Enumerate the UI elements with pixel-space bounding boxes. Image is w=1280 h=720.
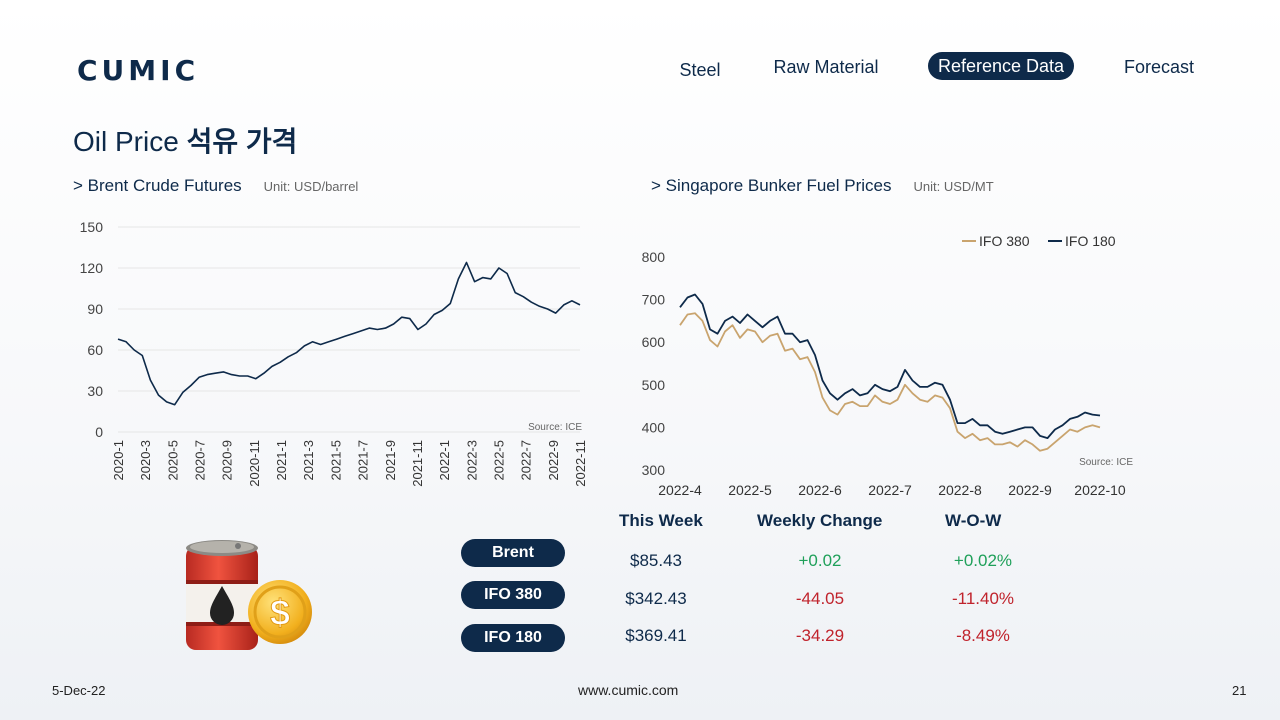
x-tick-label: 2022-8 xyxy=(938,482,982,498)
nav-reference-data[interactable]: Reference Data xyxy=(928,52,1074,80)
y-tick-label: 150 xyxy=(80,219,104,235)
ifo180-change: -34.29 xyxy=(795,626,845,645)
y-tick-label: 700 xyxy=(642,292,666,308)
cumic-logo[interactable]: CUMIC xyxy=(77,54,199,87)
x-tick-label: 2020-5 xyxy=(165,440,180,480)
y-tick-label: 500 xyxy=(642,377,666,393)
x-tick-label: 2021-3 xyxy=(301,440,316,480)
x-tick-label: 2022-9 xyxy=(546,440,561,480)
y-tick-label: 400 xyxy=(642,419,666,435)
row-label-ifo380: IFO 380 xyxy=(461,581,565,609)
brent-chart: 0 30 60 90 120 150 2020-1 2020-3 2020-5 2020-7 202… xyxy=(80,219,588,487)
page-title: Oil Price 석유 가격 xyxy=(73,120,297,160)
x-tick-label: 2022-9 xyxy=(1008,482,1052,498)
legend-label: IFO 180 xyxy=(1065,233,1116,249)
brent-unit: Unit: USD/barrel xyxy=(263,179,359,194)
x-tick-label: 2022-5 xyxy=(491,440,506,480)
brent-section-heading: > Brent Crude Futures Unit: USD/barrel xyxy=(73,176,358,196)
legend-label: IFO 380 xyxy=(979,233,1030,249)
page-title-en: Oil Price xyxy=(73,126,179,157)
x-tick-label: 2022-10 xyxy=(1074,482,1126,498)
x-tick-label: 2022-3 xyxy=(464,440,479,480)
svg-text:$: $ xyxy=(270,592,290,633)
x-tick-label: 2021-9 xyxy=(383,440,398,480)
footer-date: 5-Dec-22 xyxy=(52,683,106,698)
x-tick-label: 2020-7 xyxy=(193,440,208,480)
series-line-ifo-180 xyxy=(679,293,1101,440)
y-tick-label: 120 xyxy=(80,260,104,276)
x-tick-label: 2020-11 xyxy=(247,440,262,487)
y-tick-label: 600 xyxy=(642,334,666,350)
ifo180-this-week: $369.41 xyxy=(625,626,687,645)
y-tick-label: 0 xyxy=(95,424,103,440)
x-tick-label: 2020-1 xyxy=(111,440,126,480)
bunker-section-title: > Singapore Bunker Fuel Prices xyxy=(651,176,892,195)
bunker-section-heading: > Singapore Bunker Fuel Prices Unit: USD/… xyxy=(651,176,994,196)
x-tick-label: 2022-7 xyxy=(868,482,912,498)
y-tick-label: 60 xyxy=(87,342,103,358)
x-tick-label: 2021-1 xyxy=(274,440,289,480)
x-tick-label: 2021-11 xyxy=(410,440,425,487)
header-wow: W-O-W xyxy=(945,511,1002,530)
logo-text: CUMIC xyxy=(77,54,200,87)
source-label: Source: ICE xyxy=(1079,457,1133,468)
ifo380-wow: -11.40% xyxy=(951,589,1015,608)
series-line-ifo-380 xyxy=(679,312,1101,452)
nav-forecast[interactable]: Forecast xyxy=(1123,57,1195,77)
bunker-unit: Unit: USD/MT xyxy=(913,179,994,194)
brent-change: +0.02 xyxy=(798,551,842,570)
x-tick-label: 2022-7 xyxy=(519,440,534,480)
oil-barrel-dollar-icon: $ xyxy=(186,540,312,650)
nav-raw-material[interactable]: Raw Material xyxy=(773,57,879,77)
y-tick-label: 800 xyxy=(642,249,666,265)
y-tick-label: 30 xyxy=(87,383,103,399)
header-this-week: This Week xyxy=(619,511,703,530)
x-tick-label: 2022-11 xyxy=(573,440,588,487)
x-tick-label: 2020-9 xyxy=(220,440,235,480)
x-tick-label: 2022-5 xyxy=(728,482,772,498)
nav-steel[interactable]: Steel xyxy=(679,60,721,80)
x-tick-label: 2022-1 xyxy=(437,440,452,480)
x-tick-label: 2020-3 xyxy=(138,440,153,480)
ifo380-this-week: $342.43 xyxy=(625,589,687,608)
x-tick-label: 2022-6 xyxy=(798,482,842,498)
row-label-ifo180: IFO 180 xyxy=(461,624,565,652)
ifo380-change: -44.05 xyxy=(795,589,845,608)
row-label-brent: Brent xyxy=(461,539,565,567)
ifo180-wow: -8.49% xyxy=(956,626,1010,645)
series-line-0 xyxy=(117,261,581,406)
x-tick-label: 2021-7 xyxy=(356,440,371,480)
source-label: Source: ICE xyxy=(528,422,582,433)
brent-wow: +0.02% xyxy=(953,551,1013,570)
page-title-kr: 석유 가격 xyxy=(186,126,298,157)
x-tick-label: 2021-5 xyxy=(328,440,343,480)
y-tick-label: 300 xyxy=(642,462,666,478)
y-tick-label: 90 xyxy=(87,301,103,317)
x-tick-label: 2022-4 xyxy=(658,482,702,498)
brent-this-week: $85.43 xyxy=(630,551,682,570)
footer-url[interactable]: www.cumic.com xyxy=(578,682,679,698)
brent-section-title: > Brent Crude Futures xyxy=(73,176,242,195)
header-weekly-change: Weekly Change xyxy=(757,511,883,530)
bunker-chart: 300 400 500 600 700 800 2022-4 2022-5 2022-6 2022… xyxy=(642,233,1134,498)
page-number: 21 xyxy=(1232,683,1247,698)
